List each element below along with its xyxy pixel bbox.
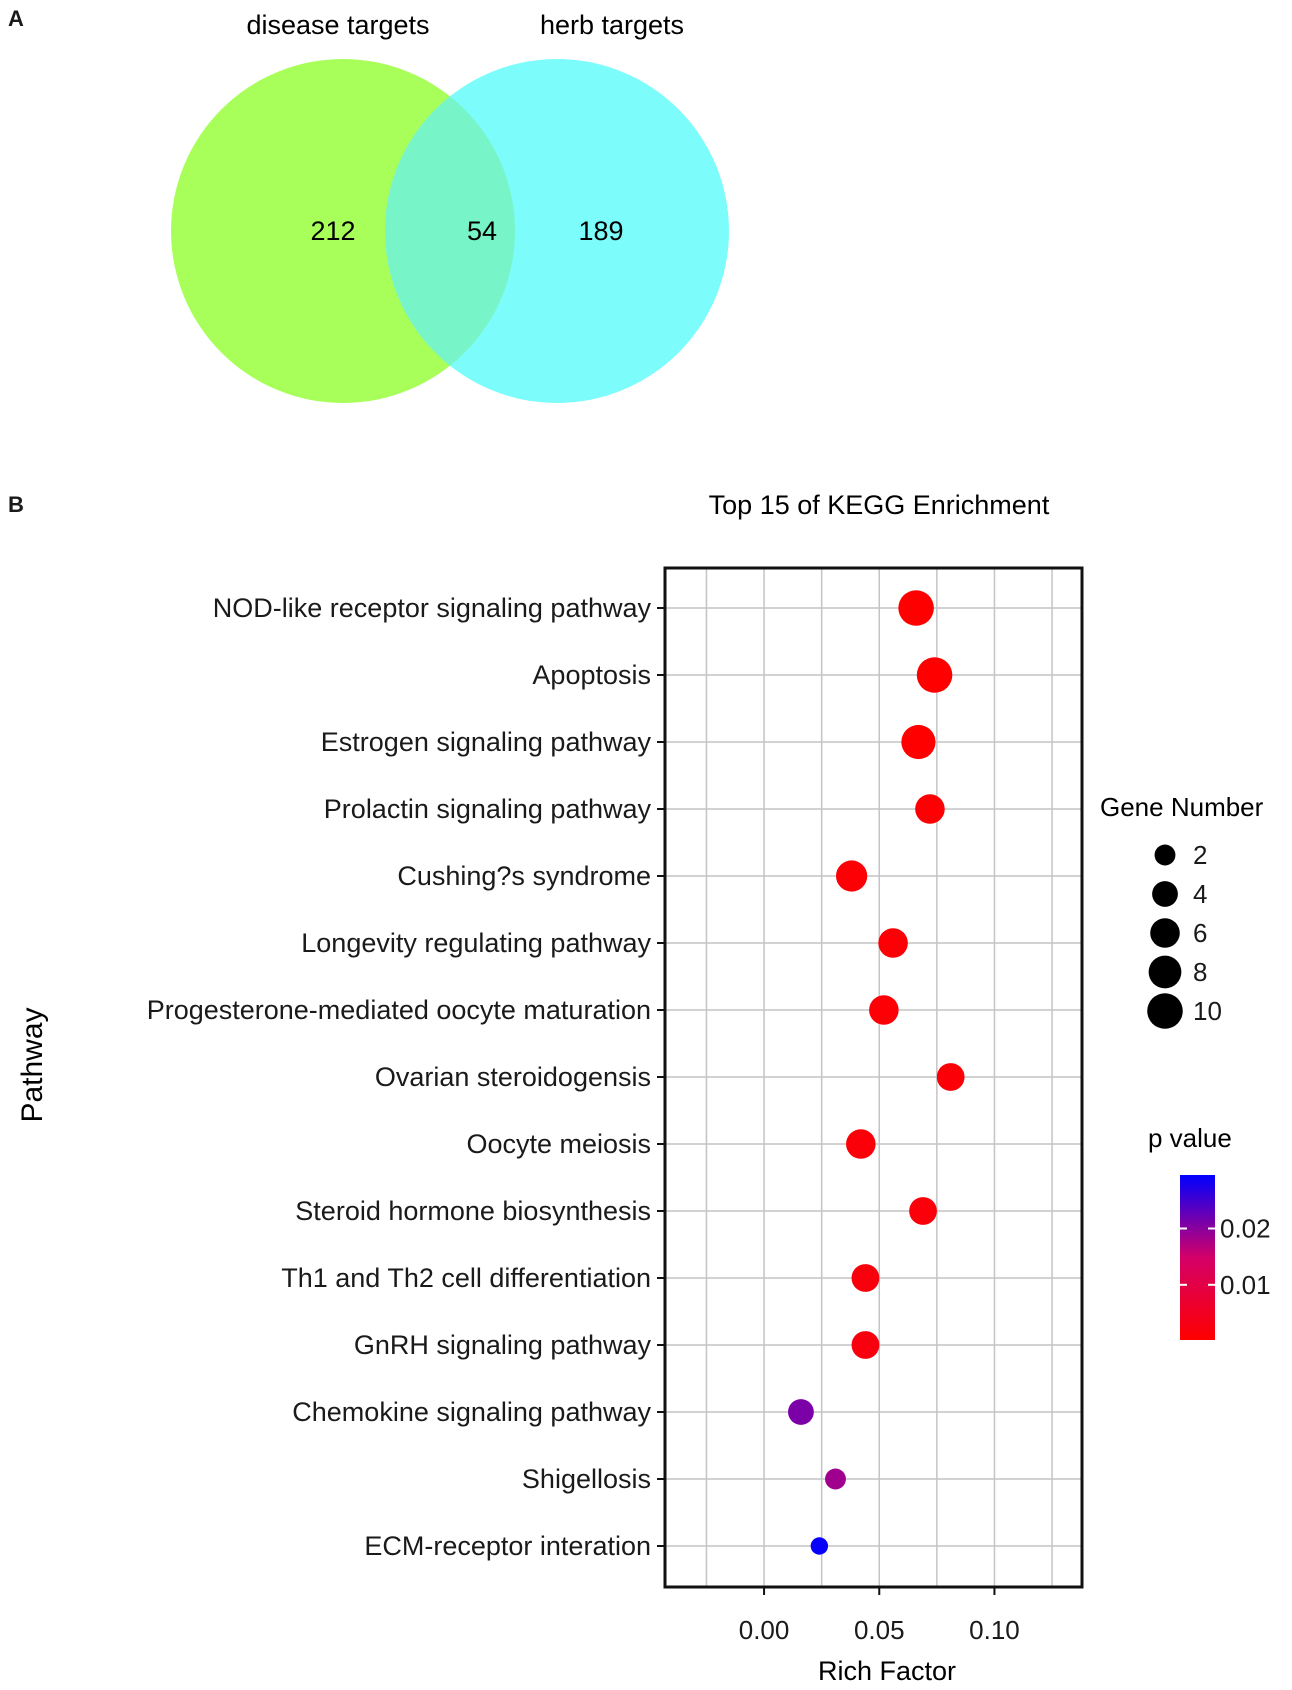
plot-points	[788, 590, 965, 1555]
y-tick-labels: NOD-like receptor signaling pathway Apopt…	[147, 593, 665, 1561]
venn-overlap-region	[385, 59, 515, 403]
gene-number-legend-title: Gene Number	[1100, 792, 1264, 822]
data-point	[901, 724, 936, 760]
gene-number-legend-dot	[1148, 955, 1182, 989]
x-tick-label: 0.05	[854, 1615, 905, 1645]
y-tick-label: Cushing?s syndrome	[397, 861, 651, 891]
p-value-colorbar	[1180, 1175, 1215, 1340]
y-tick-label: Progesterone-mediated oocyte maturation	[147, 995, 651, 1025]
data-point	[810, 1537, 829, 1555]
venn-set-label-disease: disease targets	[246, 10, 429, 40]
y-tick-label: NOD-like receptor signaling pathway	[213, 593, 652, 623]
chart-title: Top 15 of KEGG Enrichment	[709, 490, 1050, 520]
y-tick-label: Prolactin signaling pathway	[324, 794, 652, 824]
x-axis-title: Rich Factor	[818, 1656, 956, 1686]
data-point	[916, 657, 953, 693]
venn-count-overlap: 54	[467, 216, 497, 246]
x-tick-label: 0.00	[739, 1615, 790, 1645]
p-value-tick-label: 0.01	[1220, 1270, 1271, 1300]
venn-diagram: disease targets herb targets 212 54 189	[171, 10, 729, 403]
gene-number-legend-dot	[1154, 844, 1176, 866]
panel-label-a: A	[8, 6, 24, 31]
data-point	[851, 1331, 880, 1359]
data-point	[788, 1399, 814, 1425]
data-point	[898, 590, 934, 626]
y-tick-label: Estrogen signaling pathway	[321, 727, 652, 757]
x-tick-labels: 0.00 0.05 0.10	[739, 1587, 1020, 1645]
gene-number-legend-label: 6	[1193, 918, 1207, 948]
y-tick-label: GnRH signaling pathway	[354, 1330, 652, 1360]
y-tick-label: Steroid hormone biosynthesis	[295, 1196, 651, 1226]
data-point	[851, 1264, 880, 1292]
y-tick-label: Longevity regulating pathway	[301, 928, 651, 958]
plot-grid	[665, 568, 1082, 1587]
p-value-legend: p value 0.02 0.01	[1148, 1123, 1271, 1340]
gene-number-legend-dot	[1147, 993, 1183, 1029]
p-value-tick-label: 0.02	[1220, 1213, 1271, 1243]
panel-label-b: B	[8, 492, 24, 517]
data-point	[836, 860, 868, 892]
gene-number-legend-dot	[1152, 881, 1178, 907]
venn-count-herb-only: 189	[578, 216, 623, 246]
p-value-legend-title: p value	[1148, 1123, 1232, 1153]
venn-count-disease-only: 212	[310, 216, 355, 246]
data-point	[878, 928, 908, 958]
gene-number-legend-label: 4	[1193, 879, 1207, 909]
data-point	[915, 794, 945, 824]
y-tick-label: Chemokine signaling pathway	[292, 1397, 651, 1427]
y-tick-label: Shigellosis	[522, 1464, 651, 1494]
y-axis-title: Pathway	[16, 1007, 49, 1122]
gene-number-legend: Gene Number 2 4 6 8 10	[1100, 792, 1264, 1029]
data-point	[869, 995, 899, 1025]
venn-set-label-herb: herb targets	[540, 10, 684, 40]
data-point	[936, 1063, 965, 1091]
y-tick-label: Apoptosis	[532, 660, 651, 690]
data-point	[825, 1468, 846, 1490]
gene-number-legend-label: 2	[1193, 840, 1207, 870]
x-tick-label: 0.10	[969, 1615, 1020, 1645]
gene-number-legend-dot	[1150, 918, 1180, 948]
gene-number-legend-label: 8	[1193, 957, 1207, 987]
y-tick-label: Th1 and Th2 cell differentiation	[281, 1263, 651, 1293]
y-tick-label: ECM-receptor interation	[364, 1531, 651, 1561]
y-tick-label: Ovarian steroidogensis	[375, 1062, 651, 1092]
gene-number-legend-label: 10	[1193, 996, 1222, 1026]
data-point	[909, 1197, 937, 1225]
y-tick-label: Oocyte meiosis	[466, 1129, 651, 1159]
kegg-bubble-chart: Top 15 of KEGG Enrichment NOD-like recep…	[16, 490, 1271, 1686]
data-point	[846, 1129, 876, 1159]
